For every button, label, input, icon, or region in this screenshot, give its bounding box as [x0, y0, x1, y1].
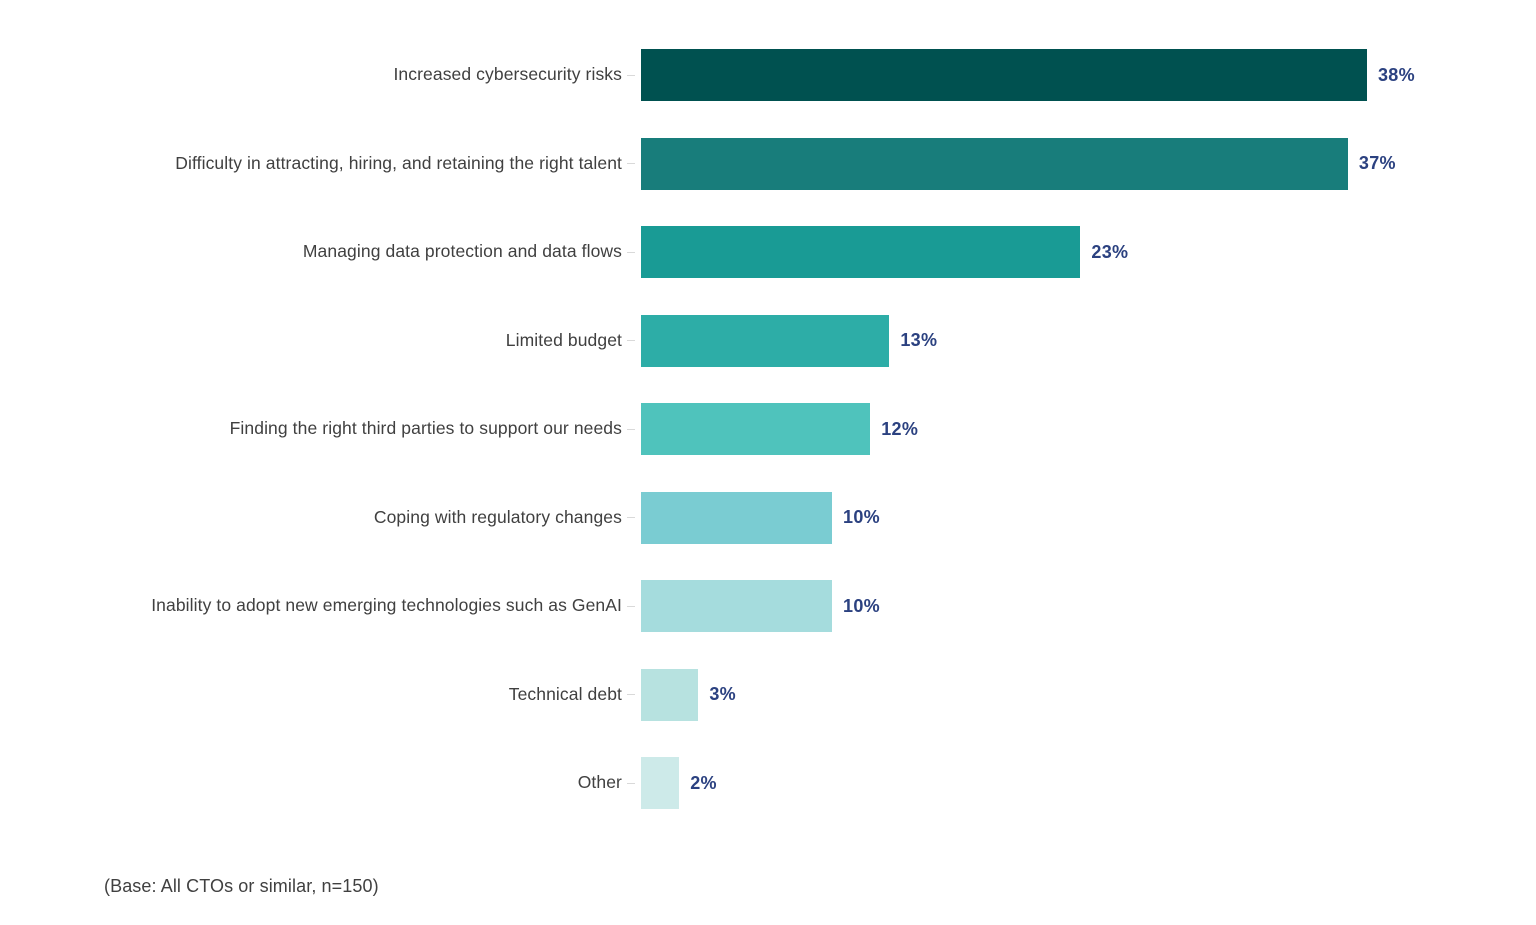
value-label: 23% — [1091, 241, 1129, 262]
value-label: 38% — [1378, 64, 1415, 85]
category-label: Difficulty in attracting, hiring, and re… — [175, 152, 622, 173]
category-label: Increased cybersecurity risks — [393, 64, 622, 85]
bar — [641, 137, 1348, 190]
bar-row: Difficulty in attracting, hiring, and re… — [0, 120, 1536, 209]
bar — [641, 226, 1081, 279]
bar-row: Technical debt 3% — [0, 651, 1536, 740]
axis-tick — [627, 694, 635, 696]
category-label: Managing data protection and data flows — [302, 241, 622, 262]
axis-tick — [627, 163, 635, 165]
value-label: 3% — [709, 684, 736, 705]
bar-rows-container: Increased cybersecurity risks 38% Difficul… — [0, 31, 1536, 828]
category-label: Other — [577, 772, 622, 793]
category-label: Limited budget — [505, 329, 622, 350]
axis-tick — [627, 251, 635, 253]
category-label: Coping with regulatory changes — [373, 506, 622, 527]
base-note: (Base: All CTOs or similar, n=150) — [104, 876, 379, 896]
axis-tick — [627, 605, 635, 607]
value-label: 13% — [900, 330, 938, 351]
category-label: Finding the right third parties to suppo… — [229, 418, 622, 439]
value-label: 10% — [843, 595, 880, 616]
value-label: 2% — [690, 772, 717, 793]
bar — [641, 403, 871, 456]
axis-tick — [627, 340, 635, 342]
bar-row: Finding the right third parties to suppo… — [0, 385, 1536, 474]
bar — [641, 757, 680, 810]
axis-tick — [627, 74, 635, 76]
category-label: Inability to adopt new emerging technolo… — [151, 595, 622, 616]
axis-tick — [627, 428, 635, 430]
bar-row: Other 2% — [0, 739, 1536, 828]
bar — [641, 49, 1367, 102]
value-label: 10% — [843, 507, 880, 528]
category-label: Technical debt — [508, 683, 622, 704]
bar-row: Managing data protection and data flows 2… — [0, 208, 1536, 297]
bar — [641, 314, 890, 367]
axis-tick — [627, 517, 635, 519]
bar-row: Inability to adopt new emerging technolo… — [0, 562, 1536, 651]
bar-row: Increased cybersecurity risks 38% — [0, 31, 1536, 120]
axis-tick — [627, 782, 635, 784]
value-label: 12% — [881, 418, 919, 439]
bar — [641, 491, 833, 544]
bar-row: Limited budget 13% — [0, 297, 1536, 386]
bar — [641, 580, 833, 633]
bar — [641, 668, 699, 721]
value-label: 37% — [1358, 153, 1396, 174]
bar-row: Coping with regulatory changes 10% — [0, 474, 1536, 563]
